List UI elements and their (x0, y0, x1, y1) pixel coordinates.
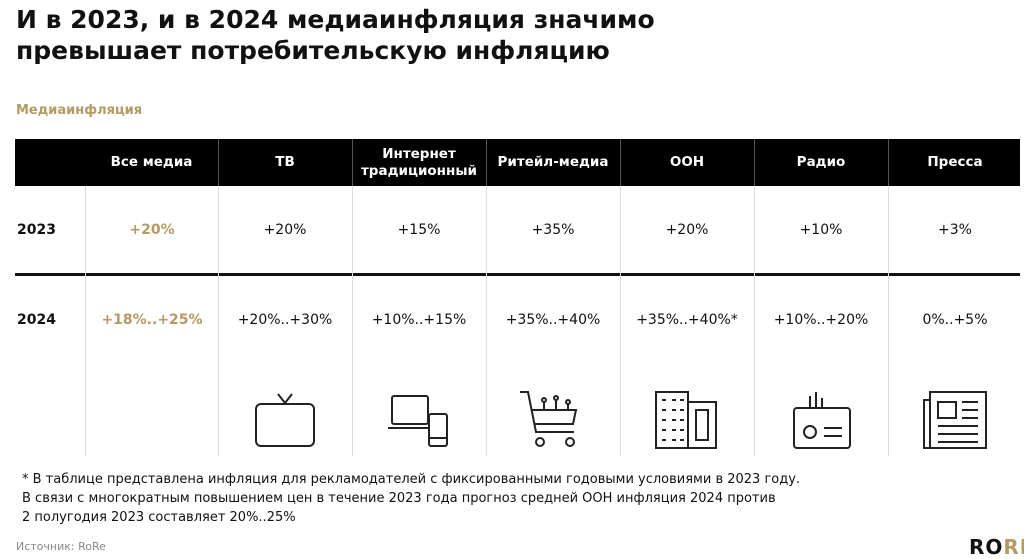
column-separator (620, 186, 621, 456)
row-divider (15, 273, 1020, 276)
header-separator (486, 139, 487, 186)
row-label: 2023 (17, 222, 56, 238)
column-header: Радио (796, 154, 846, 170)
table-cell: +10%..+20% (773, 312, 869, 328)
column-separator (486, 186, 487, 456)
footnote-line: 2 полугодия 2023 составляет 20%..25% (22, 510, 296, 525)
footnote-line: В связи с многократным повышением цен в … (22, 491, 776, 506)
devices-icon (388, 395, 448, 447)
column-header: Пресса (927, 154, 983, 170)
column-header: OOH (669, 154, 705, 170)
tv-icon (255, 393, 315, 447)
table-cell: +35%..+40%* (636, 312, 738, 328)
table-cell: +3% (938, 222, 972, 238)
newspaper-icon (923, 391, 987, 449)
column-separator (888, 186, 889, 456)
table-cell: +20%..+30% (237, 312, 333, 328)
column-separator (218, 186, 219, 456)
building-icon (655, 391, 717, 449)
radio-icon (793, 392, 851, 449)
cart-icon (520, 391, 578, 447)
table-cell: +10% (799, 222, 843, 238)
table-cell: +10%..+15% (371, 312, 467, 328)
header-separator (620, 139, 621, 186)
table-cell: +35%..+40% (505, 312, 601, 328)
column-header: Все медиа (110, 154, 193, 170)
column-separator (85, 186, 86, 456)
footnote: * В таблице представлена инфляция для ре… (22, 470, 800, 527)
column-header: Ритейл-медиа (497, 154, 609, 170)
header-separator (352, 139, 353, 186)
title: И в 2023, и в 2024 медиаинфляция значимо… (16, 5, 655, 65)
subtitle: Медиаинфляция (16, 103, 143, 118)
table-cell: +20% (665, 222, 709, 238)
header-separator (888, 139, 889, 186)
column-header: ТВ (275, 154, 295, 170)
header-separator (218, 139, 219, 186)
table-cell: +20% (263, 222, 307, 238)
logo: RORE (969, 535, 1024, 559)
table-cell: +20% (129, 222, 175, 238)
column-separator (352, 186, 353, 456)
logo-part: RO (969, 535, 1004, 559)
table-header-band (15, 139, 1020, 186)
column-separator (754, 186, 755, 456)
footnote-line: * В таблице представлена инфляция для ре… (22, 472, 801, 487)
logo-part: RE (1003, 535, 1024, 559)
table-cell: 0%..+5% (922, 312, 988, 328)
table-cell: +18%..+25% (101, 312, 203, 328)
row-label: 2024 (17, 312, 56, 328)
header-separator (754, 139, 755, 186)
table-cell: +15% (397, 222, 441, 238)
table-cell: +35% (531, 222, 575, 238)
column-header: Интернет традиционный (360, 145, 478, 179)
source: Источник: RoRe (16, 540, 106, 553)
